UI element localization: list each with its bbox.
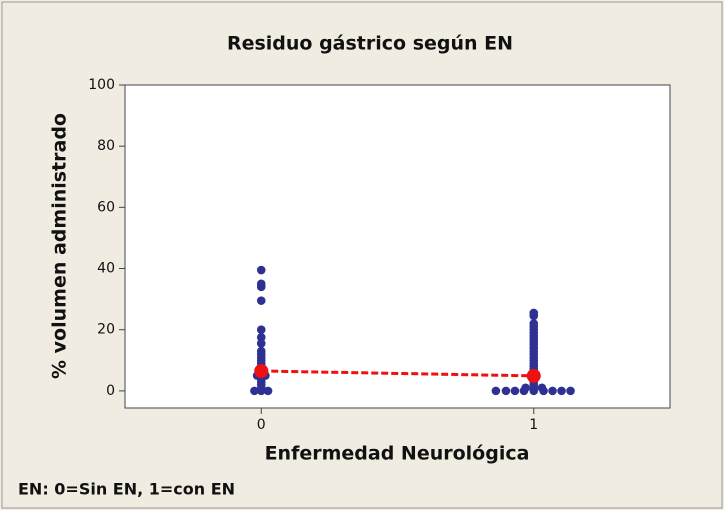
point	[548, 386, 557, 396]
y-tick-label: 60	[97, 199, 115, 215]
y-tick-label: 20	[97, 322, 115, 338]
y-tick-label: 100	[88, 77, 115, 93]
y-axis-label: % volumen administrado	[49, 113, 71, 379]
point	[537, 383, 547, 393]
point	[256, 296, 266, 305]
point	[529, 386, 539, 396]
point	[510, 386, 520, 396]
point	[256, 325, 266, 334]
y-tick-label: 40	[97, 261, 115, 277]
point	[529, 311, 539, 321]
mean-point	[526, 368, 541, 383]
point	[256, 333, 266, 342]
y-tick-label: 0	[106, 383, 115, 399]
plot-area	[124, 84, 671, 409]
x-tick-label: 0	[257, 417, 266, 433]
point	[256, 339, 266, 348]
footnote: EN: 0=Sin EN, 1=con EN	[18, 480, 235, 499]
point	[263, 386, 273, 396]
x-tick-label: 1	[529, 417, 538, 433]
chart-title: Residuo gástrico según EN	[227, 33, 513, 55]
point	[250, 386, 259, 396]
point	[256, 282, 266, 292]
mean-line	[261, 369, 534, 378]
point	[566, 386, 575, 396]
x-axis-label: Enfermedad Neurológica	[265, 443, 530, 465]
mean-point	[254, 363, 269, 378]
point	[501, 386, 511, 396]
point	[557, 386, 566, 396]
point	[256, 386, 266, 396]
point	[256, 265, 266, 275]
point	[491, 386, 501, 396]
y-tick-label: 80	[97, 138, 115, 154]
point	[521, 383, 530, 393]
